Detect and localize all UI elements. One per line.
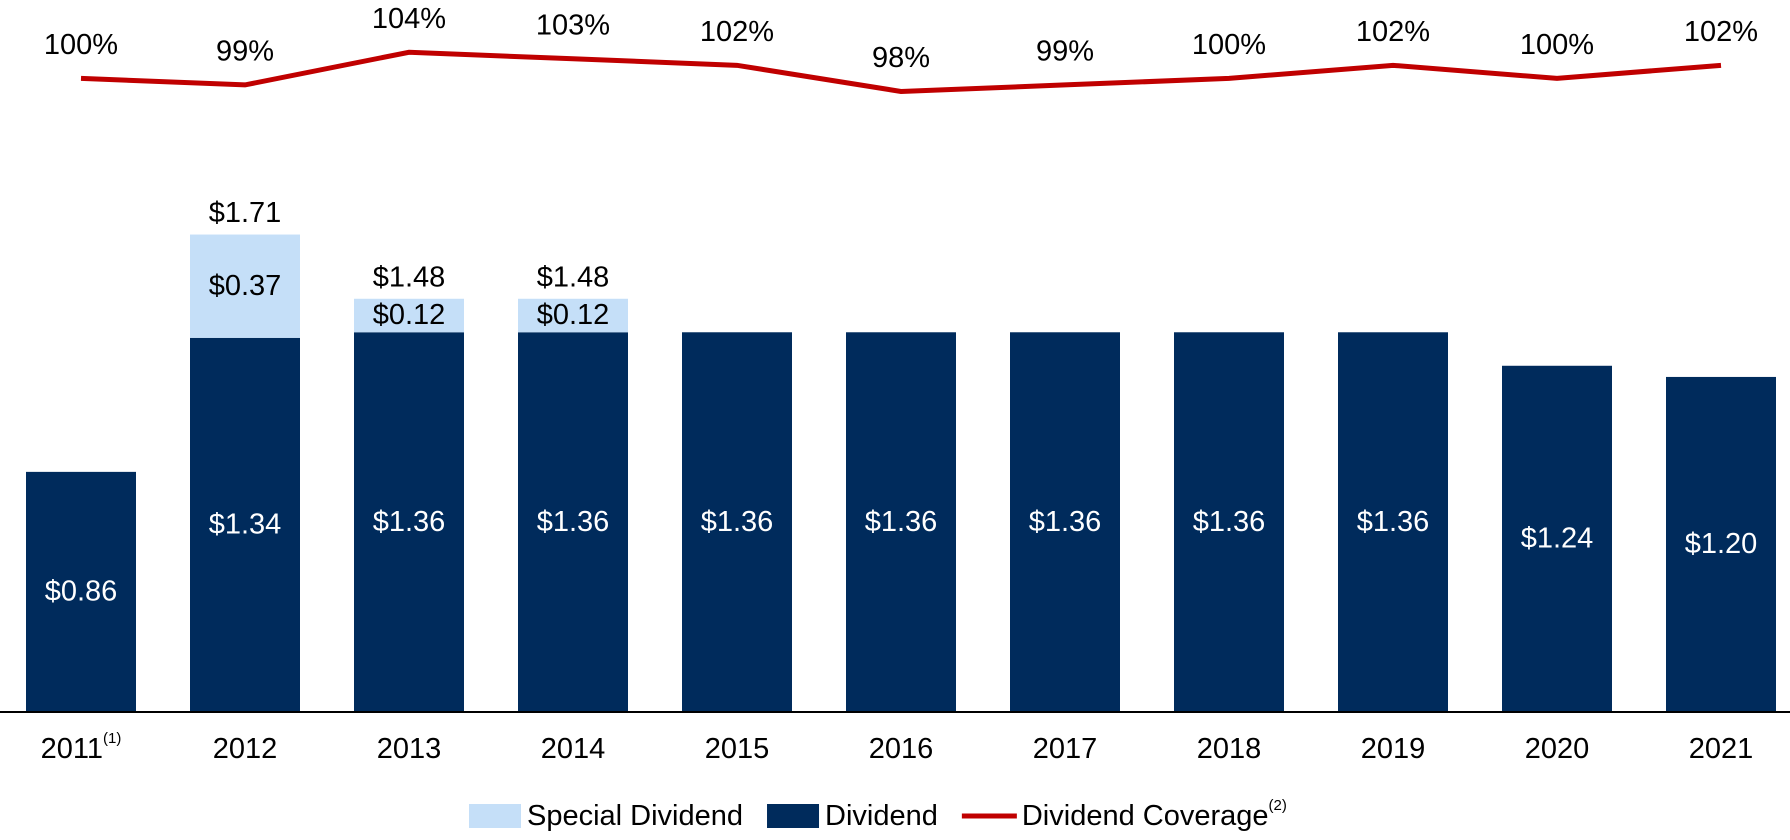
value-label: $0.86 [45, 576, 118, 608]
legend-label: Dividend Coverage(2) [1022, 797, 1287, 832]
x-tick-label-text: 2021 [1689, 733, 1754, 765]
bar [518, 332, 628, 712]
value-label: $1.36 [701, 506, 774, 538]
legend-label: Special Dividend [527, 800, 743, 832]
x-tick-label: 2013 [377, 733, 442, 765]
x-tick-label-text: 2020 [1525, 733, 1590, 765]
value-label: $1.36 [1193, 506, 1266, 538]
bar [1174, 332, 1284, 712]
coverage-label: 104% [372, 3, 446, 35]
x-tick-label-note: (1) [103, 730, 121, 747]
x-tick-label-text: 2018 [1197, 733, 1262, 765]
legend-label-note: (2) [1269, 797, 1287, 814]
total-label: $1.48 [537, 261, 610, 293]
value-label: $0.12 [537, 299, 610, 331]
value-label: $1.36 [373, 506, 446, 538]
value-label: $1.34 [209, 509, 282, 541]
x-tick-label: 2012 [213, 733, 278, 765]
bar [190, 234, 300, 338]
coverage-line [80, 49, 1722, 94]
bar [518, 298, 628, 333]
value-label: $0.37 [209, 270, 282, 302]
legend-label-text: Dividend Coverage [1022, 800, 1269, 832]
x-tick-label-text: 2015 [705, 733, 770, 765]
coverage-label: 102% [1356, 16, 1430, 48]
legend-label: Dividend [825, 800, 938, 832]
coverage-label: 100% [1192, 29, 1266, 61]
x-tick-label: 2017 [1033, 733, 1098, 765]
x-tick-label-text: 2019 [1361, 733, 1426, 765]
x-tick-label: 2020 [1525, 733, 1590, 765]
coverage-label: 103% [536, 9, 610, 41]
x-tick-label-text: 2012 [213, 733, 278, 765]
bar [190, 337, 300, 712]
value-label: $1.36 [1029, 506, 1102, 538]
value-label: $0.12 [373, 299, 446, 331]
value-label: $1.36 [537, 506, 610, 538]
coverage-label: 98% [872, 42, 930, 74]
value-label: $1.36 [1357, 506, 1430, 538]
x-tick-label: 2014 [541, 733, 606, 765]
bar [354, 298, 464, 333]
total-label: $1.48 [373, 261, 446, 293]
bar [682, 332, 792, 712]
total-label: $1.71 [209, 197, 282, 229]
value-label: $1.20 [1685, 528, 1758, 560]
bar [1010, 332, 1120, 712]
coverage-label: 102% [700, 16, 774, 48]
legend-label-text: Dividend [825, 800, 938, 832]
x-tick-label: 2015 [705, 733, 770, 765]
legend-swatch [767, 804, 820, 828]
x-tick-label: 2016 [869, 733, 934, 765]
coverage-label: 100% [44, 29, 118, 61]
x-tick-label-text: 2013 [377, 733, 442, 765]
coverage-label: 99% [216, 36, 274, 68]
value-label: $1.24 [1521, 523, 1594, 555]
legend-swatch [469, 804, 521, 828]
coverage-label: 100% [1520, 29, 1594, 61]
x-tick-label-text: 2016 [869, 733, 934, 765]
x-tick-label-text: 2017 [1033, 733, 1098, 765]
x-tick-label: 2011(1) [41, 730, 122, 765]
x-tick-label: 2019 [1361, 733, 1426, 765]
bar [26, 471, 136, 712]
x-tick-label-text: 2014 [541, 733, 606, 765]
coverage-label: 99% [1036, 36, 1094, 68]
bar [354, 332, 464, 712]
value-label: $1.36 [865, 506, 938, 538]
legend-label-text: Special Dividend [527, 800, 743, 832]
coverage-label: 102% [1684, 16, 1758, 48]
x-tick-label-text: 2011 [41, 733, 103, 765]
bar [1338, 332, 1448, 712]
legend: Special Dividend Dividend Dividend Coverag… [469, 797, 1287, 832]
bar [1666, 376, 1776, 712]
x-tick-label: 2018 [1197, 733, 1262, 765]
x-tick-label: 2021 [1689, 733, 1754, 765]
bar [1502, 365, 1612, 712]
bar [846, 332, 956, 712]
